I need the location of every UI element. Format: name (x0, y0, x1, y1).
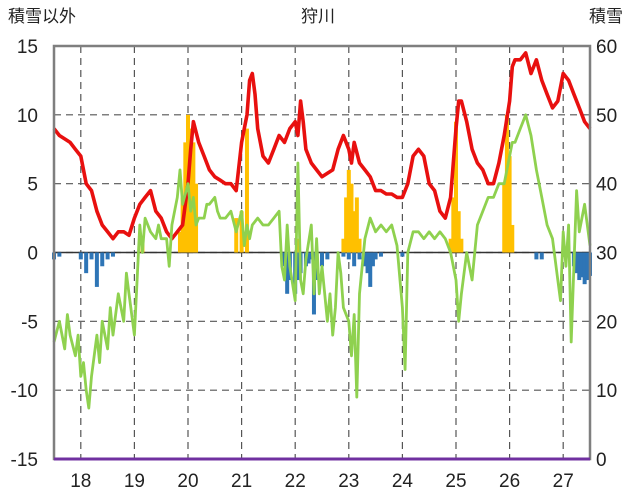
bar (370, 252, 375, 267)
bar (110, 252, 115, 257)
bar (448, 238, 453, 253)
bar (188, 128, 193, 253)
bar (352, 211, 357, 253)
bar (57, 252, 62, 257)
bar (94, 252, 99, 287)
bar (344, 197, 349, 253)
x-tick-label: 18 (70, 471, 91, 492)
bar (325, 252, 330, 260)
bar (368, 252, 373, 287)
bar (105, 252, 110, 260)
bar (341, 238, 346, 253)
x-tick-label: 19 (124, 471, 145, 492)
bar (234, 218, 239, 253)
x-tick-label: 21 (231, 471, 252, 492)
right-tick-label: 50 (596, 106, 617, 127)
bar (400, 252, 405, 257)
bar (539, 252, 544, 260)
bar (585, 252, 590, 281)
bar (579, 252, 584, 278)
bar (574, 252, 579, 274)
left-axis-title: 積雪以外 (8, 7, 76, 27)
bar (577, 252, 582, 281)
bar (177, 231, 182, 253)
chart-title: 狩川 (301, 7, 335, 27)
bar (378, 252, 383, 257)
bar (504, 114, 509, 253)
bar (285, 252, 290, 294)
x-tick-label: 22 (285, 471, 306, 492)
bar (510, 224, 515, 253)
bar (454, 121, 458, 253)
bar (239, 211, 244, 253)
x-tick-label: 25 (445, 471, 466, 492)
bar (78, 252, 83, 260)
bar (100, 252, 105, 267)
bar (373, 252, 378, 260)
bar (320, 252, 324, 267)
plot-frame (52, 44, 592, 461)
x-tick-label: 20 (177, 471, 198, 492)
bar (451, 197, 456, 253)
bar (295, 252, 300, 281)
x-tick-label: 23 (338, 471, 359, 492)
x-tick-label: 26 (499, 471, 520, 492)
bar (346, 252, 351, 260)
bar (354, 197, 359, 253)
bar (502, 183, 507, 253)
bar (365, 252, 370, 274)
left-tick-label: -5 (21, 312, 38, 333)
x-tick-label: 24 (392, 471, 414, 492)
x-tick-label: 27 (553, 471, 574, 492)
bar (341, 252, 346, 257)
non-snow-line (52, 113, 592, 410)
right-tick-label: 10 (596, 381, 617, 402)
bar (534, 252, 539, 260)
bar (362, 252, 367, 267)
left-tick-label: 15 (17, 37, 38, 58)
left-tick-label: 5 (27, 175, 38, 196)
bar (352, 252, 357, 267)
left-tick-label: -10 (11, 381, 38, 402)
left-tick-label: -15 (11, 450, 38, 471)
bar (507, 156, 512, 253)
bar (357, 238, 362, 253)
right-tick-label: 40 (596, 175, 617, 196)
bar (349, 183, 354, 253)
left-tick-label: 0 (27, 244, 38, 265)
right-tick-label: 60 (596, 37, 617, 58)
bar (89, 252, 94, 260)
bar (459, 238, 464, 253)
bar (84, 252, 89, 274)
right-tick-label: 30 (596, 244, 617, 265)
series-lines (52, 51, 592, 410)
bar (244, 128, 249, 253)
right-axis-title: 積雪 (589, 7, 623, 27)
bar (306, 252, 311, 264)
bar (582, 252, 587, 285)
bar (295, 238, 300, 253)
left-tick-label: 10 (17, 106, 38, 127)
bar (357, 252, 362, 260)
right-tick-label: 20 (596, 312, 617, 333)
snow-depth-line (52, 51, 592, 241)
right-tick-label: 0 (596, 450, 607, 471)
bar (456, 211, 461, 253)
bar (346, 169, 351, 253)
tick-labels: 15 60 10 50 5 40 0 30 -5 20 -10 10 -15 0 18 19 20 21 22 23 2… (11, 37, 618, 492)
